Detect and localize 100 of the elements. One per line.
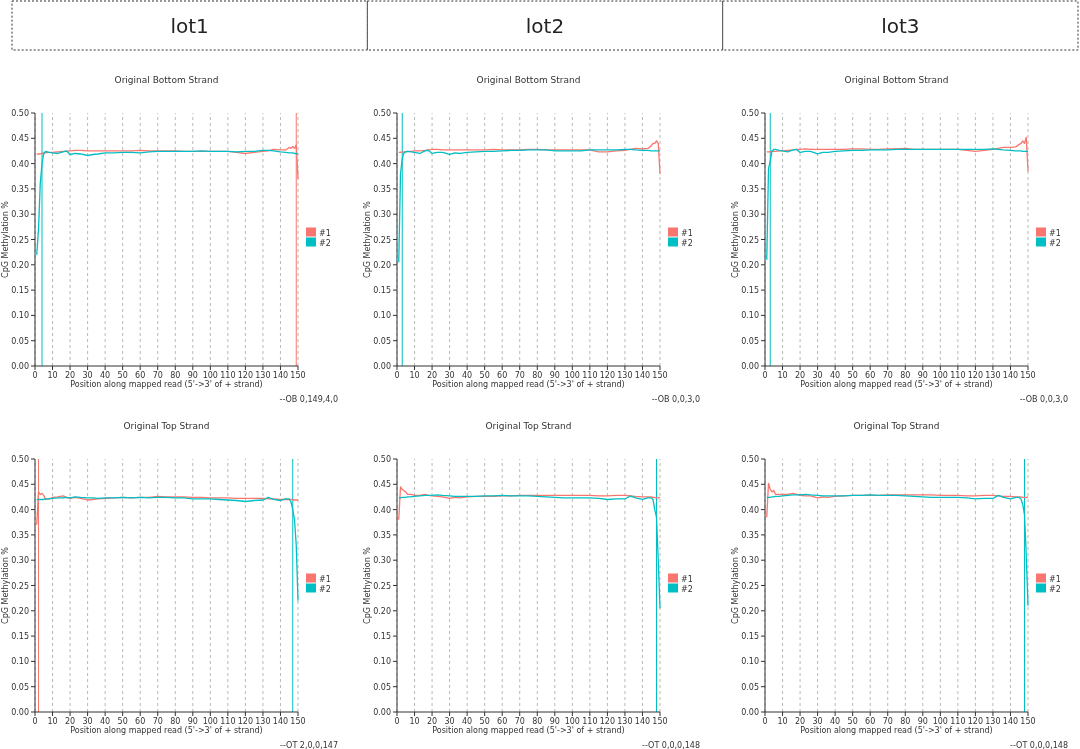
y-tick-label: 0.15 — [373, 286, 391, 296]
x-tick-label: 140 — [1002, 717, 1019, 726]
x-tick-label: 150 — [652, 717, 668, 726]
x-tick-label: 90 — [187, 717, 198, 726]
x-tick-label: 90 — [549, 717, 560, 726]
x-tick-label: 100 — [564, 371, 580, 380]
legend-label: #1 — [681, 228, 693, 238]
x-tick-label: 10 — [409, 717, 420, 726]
legend-label: #1 — [319, 574, 331, 584]
y-tick-label: 0.40 — [741, 505, 759, 515]
x-tick-label: 140 — [272, 371, 289, 380]
y-tick-label: 0.00 — [11, 362, 29, 371]
y-tick-label: 0.40 — [373, 159, 391, 169]
y-tick-label: 0.15 — [741, 286, 759, 296]
x-tick-label: 0 — [32, 717, 38, 726]
x-tick-label: 30 — [444, 717, 455, 726]
y-tick-label: 0.35 — [741, 184, 759, 194]
x-tick-label: 100 — [202, 371, 218, 380]
legend-label: #1 — [1049, 574, 1061, 584]
x-tick-label: 10 — [777, 371, 788, 380]
x-tick-label: 60 — [135, 371, 146, 380]
x-tick-label: 10 — [409, 371, 420, 380]
y-tick-label: 0.10 — [741, 311, 759, 321]
x-tick-label: 80 — [532, 717, 543, 726]
x-tick-label: 30 — [82, 371, 93, 380]
y-tick-label: 0.20 — [741, 260, 759, 270]
x-tick-label: 50 — [117, 371, 128, 380]
x-axis-title: Position along mapped read (5'->3' of + strand) — [432, 726, 625, 735]
x-tick-label: 10 — [777, 717, 788, 726]
x-tick-label: 50 — [479, 371, 490, 380]
y-tick-label: 0.10 — [373, 657, 391, 667]
y-tick-label: 0.00 — [741, 708, 759, 717]
x-tick-label: 60 — [865, 371, 876, 380]
x-tick-label: 0 — [762, 717, 768, 726]
x-tick-label: 100 — [932, 371, 948, 380]
x-tick-label: 40 — [462, 371, 473, 380]
y-tick-label: 0.20 — [741, 606, 759, 616]
x-tick-label: 130 — [617, 371, 633, 380]
x-tick-label: 110 — [950, 371, 966, 380]
x-tick-label: 40 — [100, 717, 111, 726]
x-tick-label: 20 — [794, 717, 806, 726]
text: --OB 0,0,3,0 — [1019, 395, 1068, 404]
x-tick-label: 70 — [152, 717, 163, 726]
x-tick-label: 140 — [634, 717, 651, 726]
x-axis-title: Position along mapped read (5'->3' of + strand) — [800, 380, 993, 389]
x-tick-label: 70 — [514, 371, 525, 380]
y-tick-label: 0.50 — [373, 109, 391, 118]
x-tick-label: 70 — [882, 717, 893, 726]
x-tick-label: 40 — [830, 717, 841, 726]
x-tick-label: 110 — [582, 371, 598, 380]
x-tick-label: 10 — [47, 371, 58, 380]
x-tick-label: 150 — [1020, 371, 1036, 380]
x-tick-label: 20 — [426, 717, 438, 726]
chart-title: Original Top Strand — [853, 421, 940, 431]
x-tick-label: 30 — [812, 371, 823, 380]
x-tick-label: 20 — [794, 371, 806, 380]
y-tick-label: 0.30 — [373, 556, 391, 566]
y-tick-label: 0.45 — [741, 134, 759, 144]
x-tick-label: 90 — [187, 371, 198, 380]
x-tick-label: 30 — [444, 371, 455, 380]
x-tick-label: 120 — [599, 371, 616, 380]
x-axis-title: Position along mapped read (5'->3' of + strand) — [70, 380, 263, 389]
chart-title: Original Bottom Strand — [844, 75, 949, 85]
x-tick-label: 130 — [255, 371, 271, 380]
x-tick-label: 150 — [290, 371, 306, 380]
x-tick-label: 90 — [917, 371, 928, 380]
legend-label: #1 — [319, 228, 331, 238]
y-tick-label: 0.05 — [11, 336, 29, 346]
legend-label: #2 — [681, 238, 693, 248]
legend-label: #2 — [1049, 584, 1061, 594]
y-tick-label: 0.05 — [373, 336, 391, 346]
y-tick-label: 0.15 — [11, 632, 29, 642]
x-tick-label: 110 — [582, 717, 598, 726]
y-tick-label: 0.00 — [11, 708, 29, 717]
y-tick-label: 0.25 — [741, 235, 759, 245]
x-tick-label: 10 — [47, 717, 58, 726]
x-tick-label: 40 — [100, 371, 111, 380]
y-tick-label: 0.05 — [373, 682, 391, 692]
x-tick-label: 20 — [64, 717, 76, 726]
y-tick-label: 0.00 — [373, 362, 391, 371]
y-tick-label: 0.40 — [373, 505, 391, 515]
y-tick-label: 0.20 — [373, 260, 391, 270]
legend-label: #2 — [1049, 238, 1061, 248]
y-tick-label: 0.20 — [11, 260, 29, 270]
chart-title: Original Top Strand — [485, 421, 572, 431]
x-tick-label: 110 — [220, 717, 236, 726]
y-tick-label: 0.00 — [741, 362, 759, 371]
category-label: lot2 — [525, 14, 565, 38]
x-tick-label: 80 — [900, 717, 911, 726]
y-tick-label: 0.35 — [11, 184, 29, 194]
y-tick-label: 0.30 — [11, 556, 29, 566]
y-tick-label: 0.15 — [11, 286, 29, 296]
x-tick-label: 120 — [237, 717, 254, 726]
x-tick-label: 50 — [117, 717, 128, 726]
legend-label: #2 — [319, 584, 331, 594]
x-tick-label: 80 — [170, 371, 181, 380]
x-tick-label: 20 — [64, 371, 76, 380]
x-tick-label: 120 — [967, 371, 984, 380]
x-tick-label: 130 — [985, 371, 1001, 380]
y-tick-label: 0.30 — [373, 210, 391, 220]
